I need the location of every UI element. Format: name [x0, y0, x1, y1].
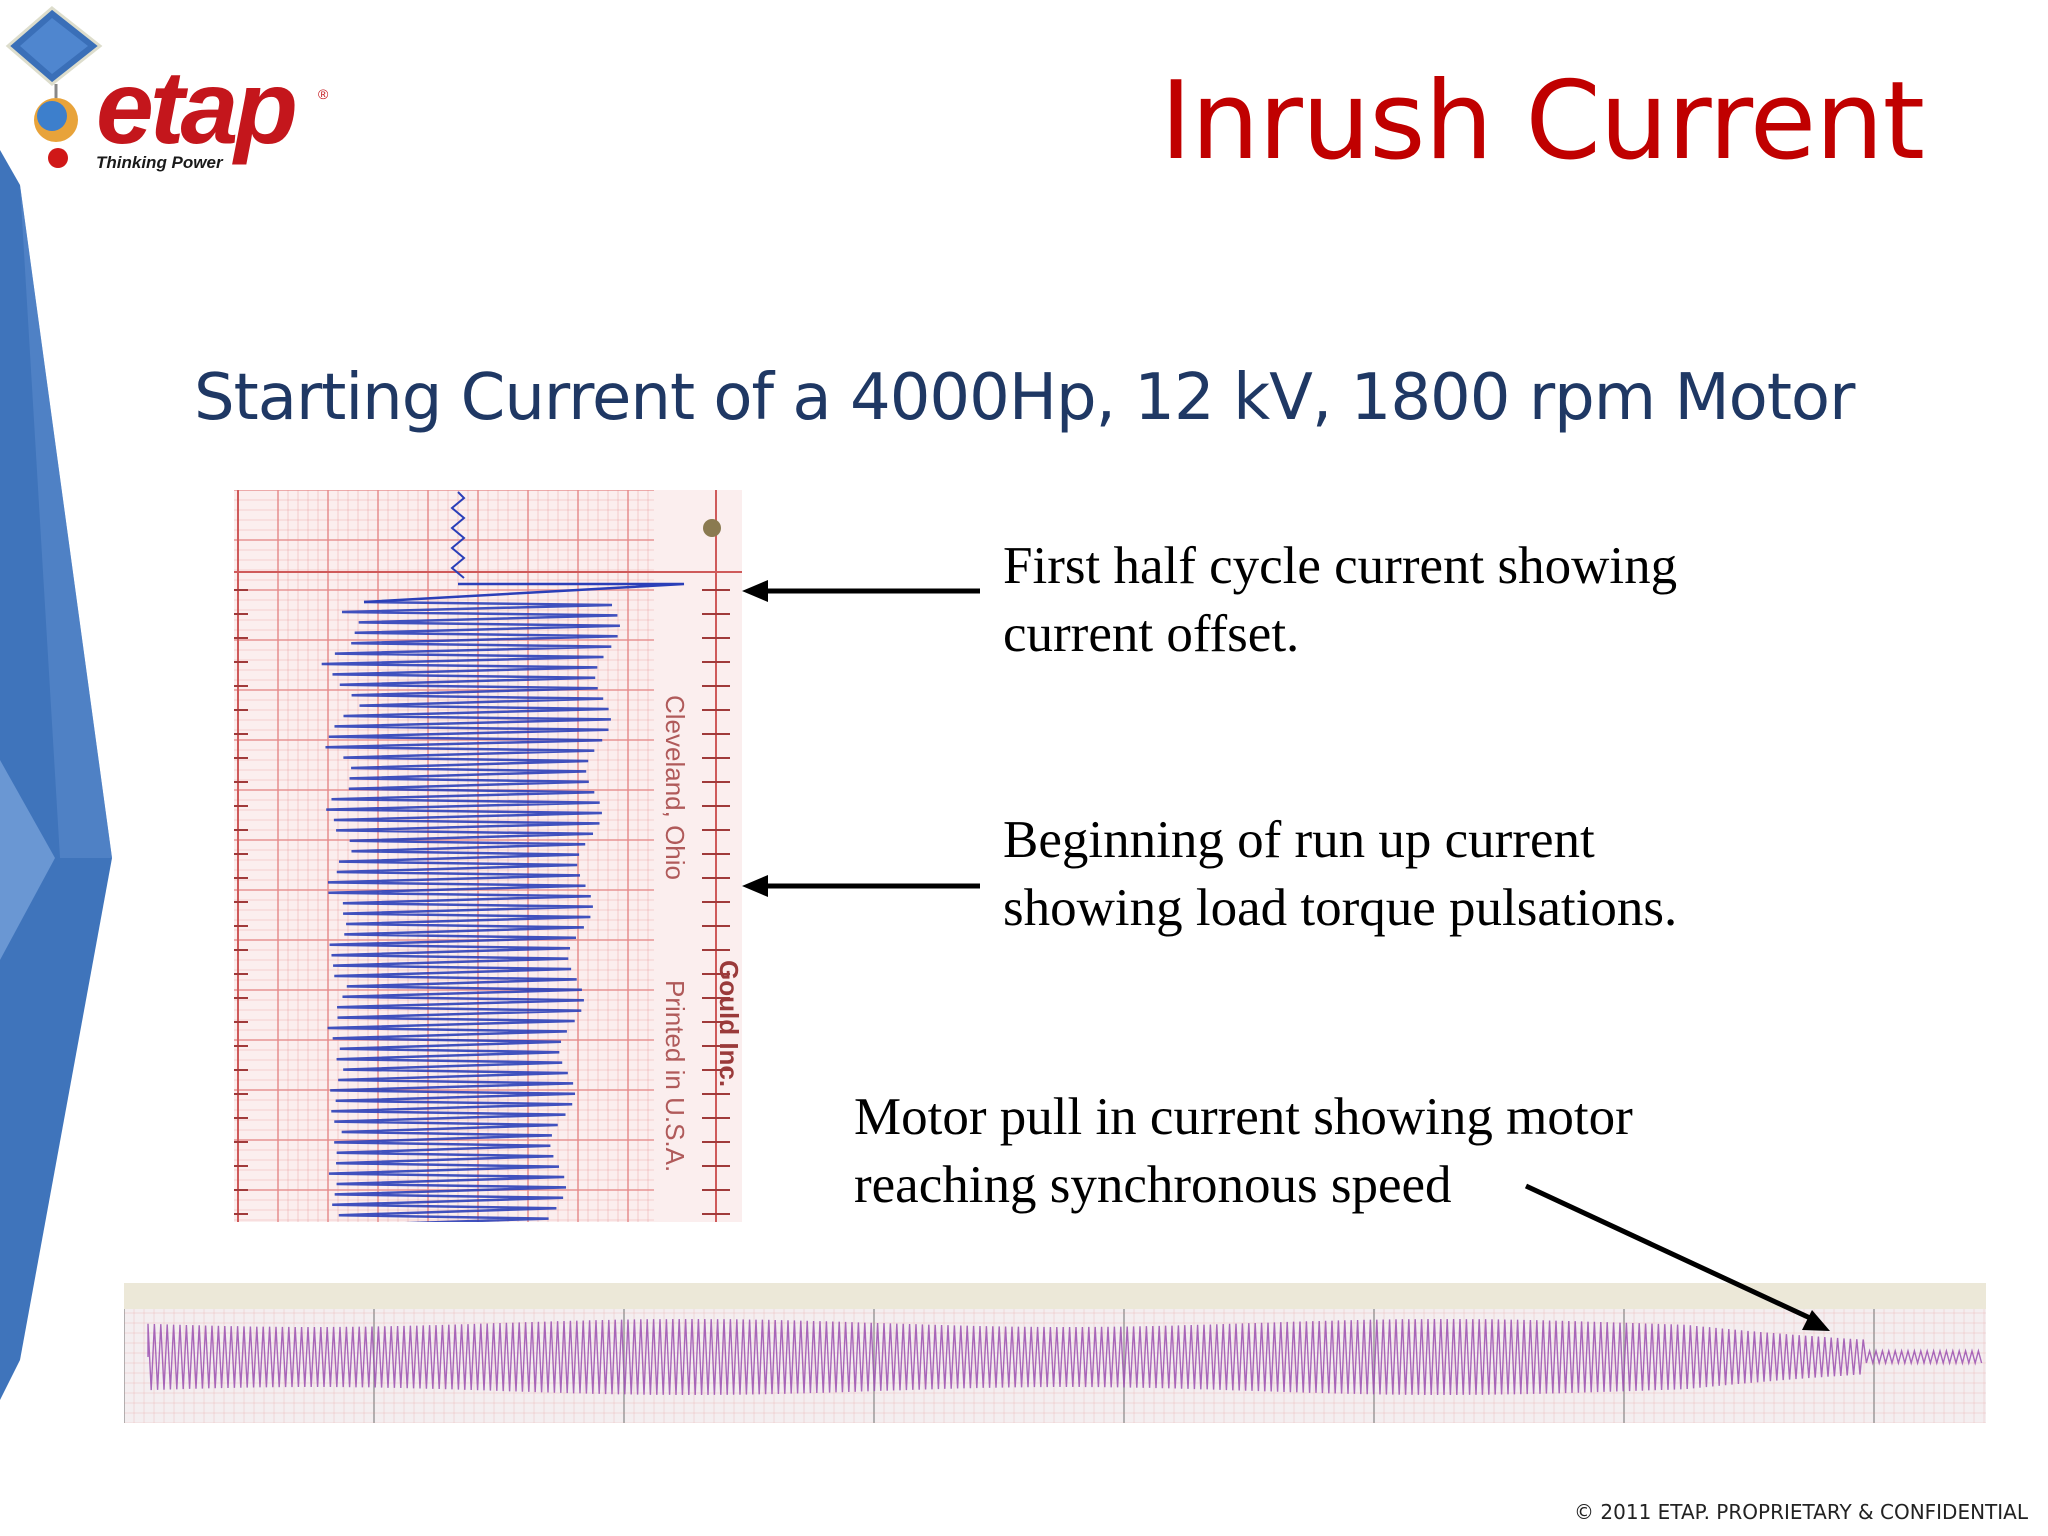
slide-subtitle: Starting Current of a 4000Hp, 12 kV, 180… [194, 361, 1855, 435]
paper-text-brand: Gould Inc. [714, 960, 742, 1087]
arrow-icon [1524, 1183, 1830, 1331]
logo-tagline: Thinking Power [96, 153, 223, 172]
scale-ticks [234, 589, 730, 1215]
slide-title: Inrush Current [1160, 59, 1925, 184]
paper-text-printed: Printed in U.S.A. [660, 980, 690, 1172]
pin-hole [703, 519, 721, 537]
paper-text-city: Cleveland, Ohio [660, 695, 690, 880]
annotation-pull-in: Motor pull in current showing motor reac… [854, 1083, 1633, 1219]
chart-recorder-photo-horizontal [124, 1283, 1986, 1423]
logo-registered-mark: ® [318, 86, 329, 102]
current-trace [147, 1318, 1983, 1396]
annotation-run-up: Beginning of run up current showing load… [1003, 806, 1677, 942]
chart-recorder-photo-vertical: Cleveland, Ohio Printed in U.S.A. Gould … [234, 490, 742, 1222]
annotation-line: showing load torque pulsations. [1003, 879, 1678, 937]
left-decoration [0, 150, 112, 1400]
annotation-first-half-cycle: First half cycle current showing current… [1003, 532, 1677, 668]
annotation-line: First half cycle current showing [1003, 537, 1678, 595]
trace-segment [450, 491, 466, 579]
etap-logo: etap ® Thinking Power [0, 0, 340, 190]
annotation-line: current offset. [1003, 605, 1300, 663]
globe-icon [5, 6, 103, 168]
arrow-icon [742, 580, 980, 602]
arrow-icon [742, 875, 980, 897]
annotation-line: reaching synchronous speed [854, 1156, 1452, 1214]
footer-copyright: © 2011 ETAP. PROPRIETARY & CONFIDENTIAL [1574, 1500, 2028, 1524]
logo-wordmark: etap [96, 50, 298, 166]
annotation-line: Motor pull in current showing motor [854, 1088, 1633, 1146]
current-trace [321, 491, 685, 1222]
trace-segment [321, 600, 620, 1222]
trace-segment [363, 582, 685, 604]
annotation-line: Beginning of run up current [1003, 811, 1595, 869]
trace-segment [147, 1318, 1983, 1396]
